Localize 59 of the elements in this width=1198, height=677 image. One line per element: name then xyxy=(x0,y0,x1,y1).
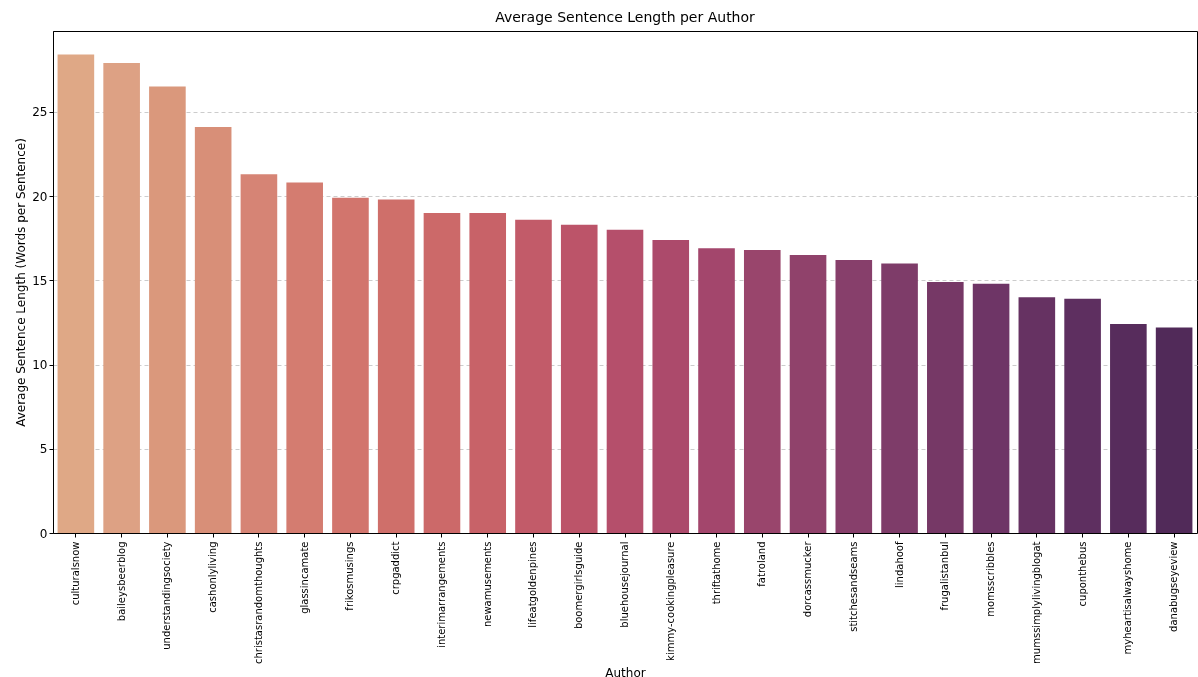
x-tick-label: frugalistanbul xyxy=(939,541,951,611)
bar xyxy=(194,127,232,533)
x-tick-label: cuponthebus xyxy=(1076,541,1088,607)
bar xyxy=(743,249,781,533)
bar xyxy=(515,219,552,533)
y-tick-label: 20 xyxy=(32,189,48,204)
y-axis-title: Average Sentence Length (Words per Sentence) xyxy=(14,138,29,427)
bar xyxy=(57,54,95,533)
bar xyxy=(881,263,918,533)
bar xyxy=(1155,327,1193,533)
bar xyxy=(149,86,186,533)
chart-title: Average Sentence Length per Author xyxy=(495,9,756,25)
x-tick-label: boomergirlsguide xyxy=(573,541,585,630)
x-tick-label: understandingsociety xyxy=(161,541,173,650)
x-tick-label: momsscribbles xyxy=(985,541,997,617)
x-tick-label: mumssimplylivingblogat xyxy=(1030,541,1042,664)
x-tick-label: fatroland xyxy=(756,541,768,587)
x-tick-label: baileysbeerblog xyxy=(115,541,127,622)
y-tick-label: 10 xyxy=(32,358,48,373)
x-tick-label: thriftathome xyxy=(710,541,722,605)
x-tick-label: danabugseyeview xyxy=(1168,541,1180,632)
bar xyxy=(606,229,644,533)
y-tick-label: 15 xyxy=(32,273,48,288)
x-tick-label: frikosmusings xyxy=(344,541,356,611)
bar xyxy=(377,199,415,533)
x-tick-label: lindahoof xyxy=(893,541,905,588)
bar xyxy=(1110,324,1147,533)
y-tick-label: 5 xyxy=(39,442,48,457)
y-tick-label: 25 xyxy=(32,105,48,120)
bar xyxy=(927,282,964,533)
x-tick-label: cashonlyliving xyxy=(207,541,219,613)
bar xyxy=(972,283,1010,533)
bar xyxy=(469,212,507,533)
x-tick-label: bluehousejournal xyxy=(619,541,630,628)
bar xyxy=(1064,298,1101,533)
bar xyxy=(332,197,369,533)
bar xyxy=(560,224,598,533)
x-tick-label: newamusements xyxy=(481,541,493,628)
x-axis-title: Author xyxy=(605,666,646,677)
bar xyxy=(240,174,278,533)
x-tick-label: stitchesandseams xyxy=(847,541,859,632)
bar xyxy=(103,63,140,533)
x-tick-label: interimarrangements xyxy=(435,541,447,648)
bar xyxy=(652,239,690,533)
bar xyxy=(286,182,323,533)
bar xyxy=(835,260,873,533)
x-tick-label: culturalsnow xyxy=(69,541,81,606)
x-tick-label: dorcassmucker xyxy=(802,540,814,618)
bar xyxy=(789,255,827,533)
y-tick-label: 0 xyxy=(39,526,48,541)
x-tick-label: kimmy-cookingpleasure xyxy=(664,541,676,661)
x-tick-label: glassincamate xyxy=(298,541,310,614)
x-tick-label: christasrandomthoughts xyxy=(252,541,264,665)
bar xyxy=(1018,297,1056,533)
bar xyxy=(698,248,735,533)
bar xyxy=(423,212,461,533)
x-tick-label: myheartisalwayshome xyxy=(1122,541,1134,655)
x-tick-label: crpgaddict xyxy=(390,541,402,595)
x-tick-label: lifeatgoldenpines xyxy=(527,541,539,628)
